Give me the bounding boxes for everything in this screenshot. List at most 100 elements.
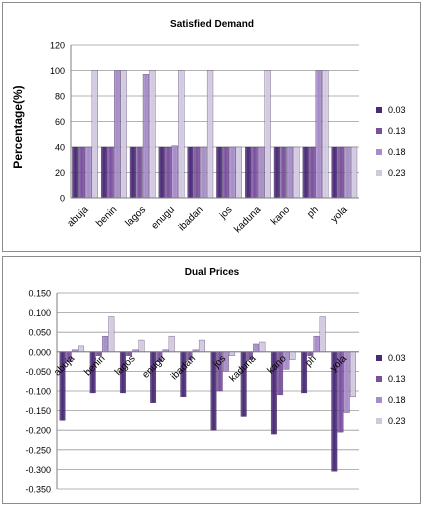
y-tick-label: 0.050 [28,328,51,338]
satisfied-demand-chart-panel: Satisfied Demand Percentage(%) 0 20 40 60 80… [2,2,421,252]
bar-enugu-series-3 [178,70,185,199]
y-tick-label: 100 [50,66,65,76]
dual-prices-chart: Dual Prices -0.350 -0.300 -0.250 -0.200 -0.1… [25,267,406,495]
bar-jos-series-0 [216,146,223,199]
legend-label: 0.18 [388,147,406,157]
y-axis-label: Percentage(%) [11,85,25,168]
bar-kaduna-series-3 [264,70,271,199]
legend-label: 0.23 [388,168,406,178]
bar-lagos-series-3 [149,70,156,199]
x-tick-label-enugu: enugu [149,204,176,231]
y-tick-label: -0.250 [25,445,51,455]
bar-jos-series-1 [222,146,229,199]
chart-title: Satisfied Demand [170,19,254,30]
bar-benin-series-2 [114,70,121,199]
y-tick-label: -0.050 [25,367,51,377]
bar-kano-series-1 [280,146,287,199]
bar-lagos-series-3 [138,339,145,352]
bar-enugu-series-3 [168,335,175,352]
bar-yola-series-1 [337,146,345,199]
legend-swatch-0.03 [376,355,382,361]
legend-swatch-0.13 [376,376,382,382]
bar-ph-series-3 [322,70,329,199]
y-tick-label: 0.100 [28,308,51,318]
legend-swatch-0.18 [376,397,382,403]
bar-yola-series-0 [331,146,338,199]
y-tick-label: 40 [55,143,65,153]
bar-enugu-series-1 [165,146,172,199]
bar-jos-series-2 [229,146,236,199]
bar-ph-series-2 [313,335,320,352]
bar-benin-series-1 [107,146,114,199]
bar-lagos-series-1 [136,146,143,199]
legend-swatch-0.13 [376,128,382,134]
x-tick-label-kaduna: kaduna [232,204,263,235]
y-tick-label: -0.200 [25,426,51,436]
legend-swatch-0.23 [376,170,382,176]
bar-ibadan-series-3 [206,70,214,199]
y-tick-label: 0 [60,194,65,204]
y-tick-label: 80 [55,92,65,102]
x-tick-label-benin: benin [94,204,119,229]
bar-kano-series-2 [286,146,294,199]
bar-abuja-series-1 [78,146,85,199]
bar-kaduna-series-3 [259,341,266,352]
bar-ibadan-series-0 [187,146,194,199]
legend-label: 0.03 [388,353,406,363]
bar-benin-series-2 [102,335,109,352]
y-tick-label: -0.100 [25,387,51,397]
x-tick-label-ibadan: ibadan [177,204,206,233]
bar-abuja-series-3 [78,345,85,352]
y-tick-label: 120 [50,41,65,51]
bar-ibadan-series-2 [200,146,207,199]
bar-yola-series-2 [344,146,351,199]
bar-ph-series-3 [319,316,326,352]
bar-ph-series-2 [315,70,322,199]
dual-prices-chart-panel: Dual Prices -0.350 -0.300 -0.250 -0.200 -0.1… [2,256,421,504]
bar-jos-series-3 [229,351,236,356]
bar-abuja-series-3 [91,70,98,199]
chart-title: Dual Prices [185,267,240,278]
legend-swatch-0.18 [376,149,382,155]
legend-swatch-0.03 [376,107,382,113]
bar-abuja-series-2 [85,146,92,199]
bar-yola-series-3 [350,146,358,199]
y-tick-label: -0.150 [25,406,51,416]
bar-enugu-series-2 [171,145,178,199]
bar-jos-series-3 [235,146,242,199]
y-tick-label: -0.300 [25,465,51,475]
bar-ph-series-0 [302,146,309,199]
y-tick-label: 20 [55,168,65,178]
y-tick-label: 60 [55,117,65,127]
x-tick-label-kano: kano [269,204,292,227]
legend-label: 0.13 [388,374,406,384]
bar-ibadan-series-3 [198,339,205,352]
legend-label: 0.23 [388,416,406,426]
bar-abuja-series-0 [72,146,79,199]
x-tick-label-ph: ph [305,204,321,220]
legend-label: 0.13 [388,126,406,136]
bar-lagos-series-0 [129,146,137,199]
y-tick-label: 0.150 [28,289,51,299]
bar-kano-series-3 [289,351,296,360]
bar-kano-series-3 [293,146,300,199]
x-tick-label-yola: yola [329,204,350,225]
bar-kaduna-series-2 [258,146,265,199]
y-tick-label: -0.350 [25,485,51,495]
legend-label: 0.03 [388,105,406,115]
bar-benin-series-0 [101,146,108,199]
bar-kaduna-series-0 [245,146,252,199]
legend-swatch-0.23 [376,418,382,424]
bar-benin-series-3 [120,70,127,199]
bar-kaduna-series-2 [253,343,260,352]
bar-ph-series-1 [309,146,316,199]
bar-lagos-series-2 [142,74,150,199]
bar-enugu-series-0 [158,146,165,199]
legend-label: 0.18 [388,395,406,405]
y-tick-label: 0.000 [28,347,51,357]
bar-benin-series-3 [108,316,115,352]
bar-ibadan-series-1 [193,146,201,199]
satisfied-demand-chart: Satisfied Demand Percentage(%) 0 20 40 60 80… [11,19,406,235]
x-tick-label-abuja: abuja [65,204,90,229]
bar-kano-series-0 [273,146,281,199]
